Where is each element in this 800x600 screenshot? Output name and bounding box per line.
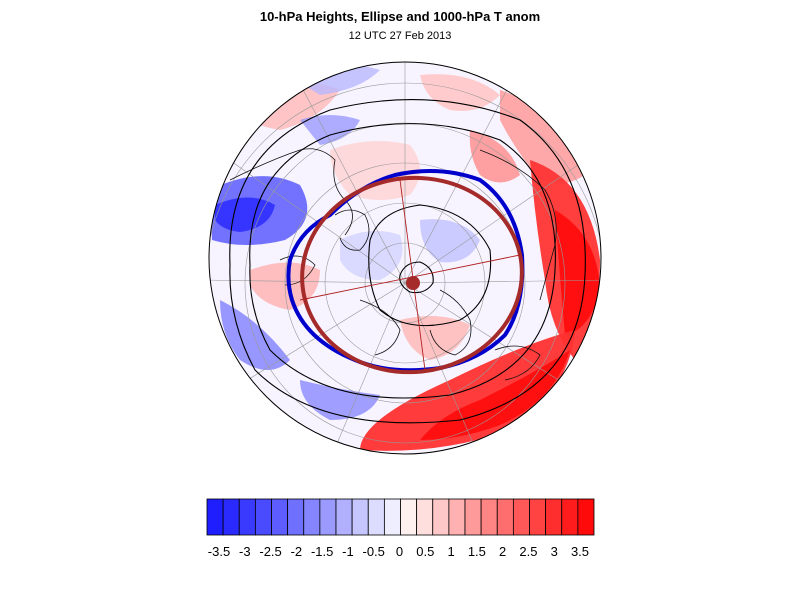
colorbar-tick-label: 3.5 [571, 544, 589, 559]
vortex-ellipse [300, 175, 524, 375]
colorbar-tick-label: 0 [396, 544, 403, 559]
chart-title: 10-hPa Heights, Ellipse and 1000-hPa T a… [259, 9, 541, 24]
colorbar-swatch [512, 498, 530, 536]
globe-border [208, 61, 602, 455]
colorbar-swatch [400, 498, 418, 536]
colorbar-tick-label: -0.5 [363, 544, 385, 559]
colorbar-tick-label: 2 [499, 544, 506, 559]
colorbar-swatch [254, 498, 272, 536]
colorbar-tick-label: -1.5 [311, 544, 333, 559]
colorbar-tick-label: 0.5 [416, 544, 434, 559]
colorbar-tick-label: -3.5 [208, 544, 230, 559]
colorbar-swatch [303, 498, 321, 536]
colorbar-tick-label: -3 [239, 544, 251, 559]
colorbar-tick-label: -1 [342, 544, 354, 559]
colorbar-swatch [416, 498, 434, 536]
colorbar-boxes [206, 498, 595, 536]
colorbar-swatch [432, 498, 450, 536]
colorbar-swatch [206, 498, 224, 536]
colorbar-swatch [238, 498, 256, 536]
colorbar-swatch [496, 498, 514, 536]
colorbar-tick-label: 3 [551, 544, 558, 559]
colorbar-swatch [480, 498, 498, 536]
colorbar-swatch [577, 498, 595, 536]
colorbar-swatch [335, 498, 353, 536]
colorbar-swatch [529, 498, 547, 536]
colorbar-swatch [464, 498, 482, 536]
colorbar-tick-label: 2.5 [519, 544, 537, 559]
ellipse-center-marker [406, 276, 420, 290]
colorbar-swatch [383, 498, 401, 536]
colorbar-tick-label: -2 [291, 544, 303, 559]
colorbar-swatch [448, 498, 466, 536]
colorbar-swatch [287, 498, 305, 536]
colorbar-swatch [367, 498, 385, 536]
colorbar-tick-label: 1 [447, 544, 454, 559]
colorbar-labels: -3.5 -3 -2.5 -2 -1.5 -1 -0.5 0 0.5 1 1.5 2 2.5 3 3.5 [208, 544, 589, 559]
chart-subtitle: 12 UTC 27 Feb 2013 [348, 30, 452, 42]
height-contours [229, 99, 586, 424]
colorbar-swatch [561, 498, 579, 536]
colorbar-swatch [351, 498, 369, 536]
colorbar-swatch [545, 498, 563, 536]
colorbar-swatch [319, 498, 337, 536]
colorbar-tick-label: -2.5 [259, 544, 281, 559]
colorbar-tick-label: 1.5 [468, 544, 486, 559]
colorbar-swatch [222, 498, 240, 536]
colorbar-swatch [271, 498, 289, 536]
